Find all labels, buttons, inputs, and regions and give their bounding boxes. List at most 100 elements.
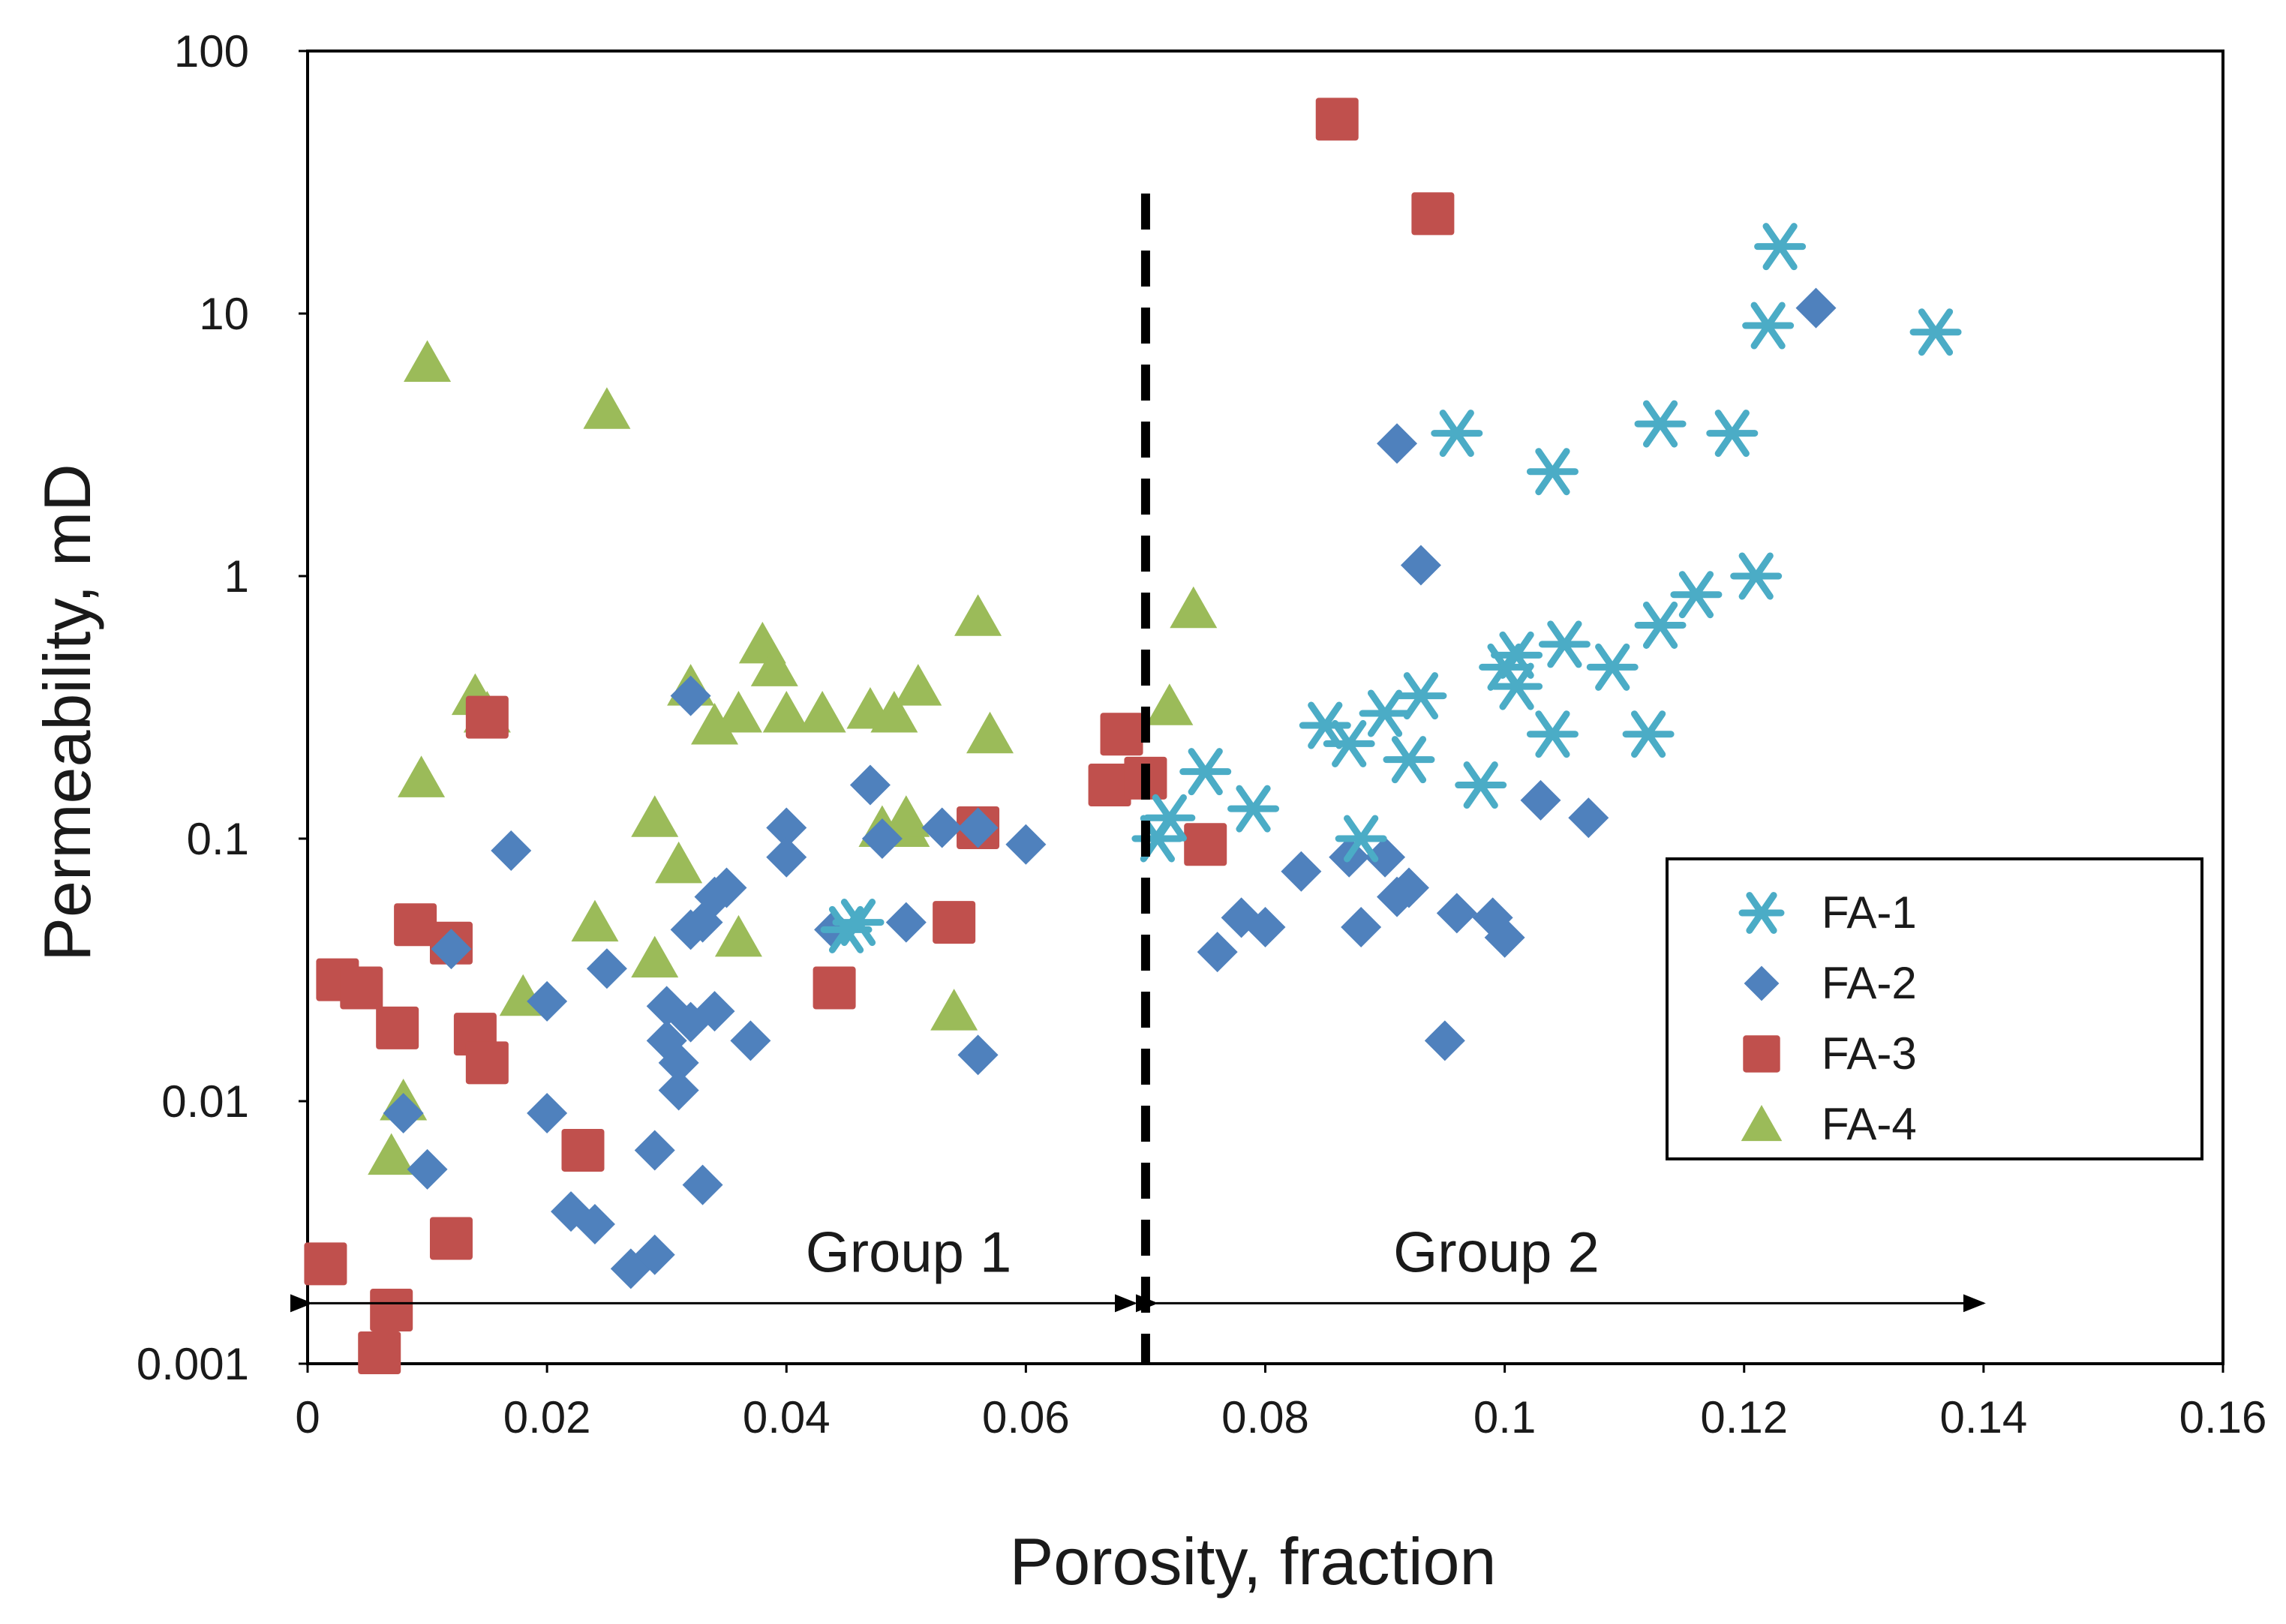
fa-1-point [1227, 785, 1280, 833]
fa-2-point [1795, 287, 1837, 329]
fa-4-point [762, 691, 810, 733]
fa-4-point [583, 387, 631, 429]
fa-2-point [694, 991, 735, 1032]
fa-2-point [1568, 797, 1609, 839]
legend-label-fa-2: FA-2 [1822, 958, 1917, 1008]
fa-3-point [1184, 823, 1227, 866]
fa-2-point [730, 1020, 771, 1061]
y-tick-label: 100 [174, 26, 249, 77]
fa-2-point [658, 1070, 699, 1111]
fa-4-point [404, 340, 452, 382]
fa-1-point [1526, 448, 1579, 496]
fa-1-point [1359, 689, 1411, 737]
fa-4-point [1170, 586, 1218, 629]
y-axis-title: Permeability, mD [30, 464, 104, 961]
fa-3-point [304, 1242, 347, 1286]
fa-2-point [407, 1148, 448, 1190]
fa-2-point [431, 929, 472, 970]
x-tick-label: 0.12 [1700, 1392, 1788, 1442]
fa-2-point [849, 764, 891, 806]
x-tick-label: 0.1 [1473, 1392, 1536, 1442]
x-tick-label: 0.16 [2179, 1392, 2267, 1442]
fa-4-point [691, 703, 739, 745]
fa-2-point [1005, 824, 1047, 865]
fa-3-point [370, 1289, 413, 1332]
fa-1-point [1395, 672, 1447, 720]
fa-3-point [465, 695, 509, 739]
series-fa-3 [304, 98, 1455, 1375]
fa-1-point [1634, 400, 1687, 448]
fa-1-point [1622, 710, 1675, 758]
legend-label-fa-3: FA-3 [1822, 1028, 1917, 1079]
fa-3-point [561, 1128, 605, 1172]
legend-marker-fa-2 [1744, 965, 1780, 1001]
fa-1-point [1538, 620, 1591, 668]
fa-4-point [655, 841, 703, 884]
legend: FA-1 FA-2 FA-3 FA-4 [1666, 857, 2203, 1160]
fa-1-point [1335, 815, 1387, 863]
x-tick-label: 0.02 [503, 1392, 591, 1442]
fa-1-point [1754, 223, 1807, 271]
fa-3-point [813, 966, 856, 1010]
fa-4-point [930, 989, 978, 1031]
fa-3-point [933, 901, 976, 944]
fa-2-point [527, 1093, 568, 1134]
fa-4-point [1146, 683, 1194, 725]
fa-1-point [1730, 552, 1783, 600]
fa-2-point [957, 1034, 999, 1076]
fa-1-point [1706, 410, 1759, 458]
fa-2-point [634, 1130, 675, 1171]
fa-1-point [1383, 736, 1435, 784]
fa-4-point [894, 664, 942, 706]
fa-4-point [631, 935, 679, 978]
y-axis-ticks: 0.001 0.01 0.1 1 10 100 [137, 26, 308, 1389]
fa-3-point [340, 966, 383, 1010]
fa-3-point [1100, 713, 1143, 756]
fa-2-point [885, 902, 927, 943]
x-tick-label: 0.14 [1939, 1392, 2027, 1442]
fa-2-point [527, 980, 568, 1022]
fa-2-point [921, 807, 963, 848]
fa-2-point [1377, 423, 1418, 464]
fa-3-point [394, 903, 437, 947]
data-points [304, 98, 1962, 1375]
fa-2-point [1400, 545, 1441, 586]
fa-1-point [1526, 710, 1579, 758]
fa-4-point [954, 594, 1002, 636]
fa-2-point [682, 1164, 723, 1205]
fa-1-point [1491, 631, 1543, 679]
fa-2-point [1388, 867, 1429, 908]
fa-2-point [861, 818, 903, 859]
fa-1-point [1179, 748, 1232, 796]
legend-box [1666, 857, 2203, 1160]
y-tick-label: 10 [199, 289, 249, 339]
x-tick-label: 0.06 [982, 1392, 1070, 1442]
fa-2-point [1365, 836, 1406, 878]
legend-marker-fa-3 [1743, 1035, 1780, 1073]
x-axis-title: Porosity, fraction [1010, 1524, 1497, 1598]
legend-label-fa-1: FA-1 [1822, 887, 1917, 938]
fa-1-point [1909, 308, 1962, 356]
y-tick-label: 0.1 [187, 814, 249, 864]
fa-2-point [957, 807, 999, 848]
fa-3-point [376, 1006, 419, 1049]
fa-4-point [798, 691, 846, 733]
fa-1-point [1670, 571, 1723, 619]
fa-2-point [1436, 893, 1477, 934]
fa-4-point [714, 914, 762, 957]
fa-2-point [586, 948, 627, 989]
fa-2-point [766, 807, 807, 848]
fa-1-point [832, 899, 885, 947]
fa-4-point [750, 644, 798, 686]
fa-2-point [1281, 851, 1322, 892]
legend-marker-fa-1 [1738, 892, 1785, 934]
fa-2-point [1341, 907, 1382, 948]
fa-4-point [398, 755, 446, 797]
fa-1-point [1634, 601, 1687, 649]
x-tick-label: 0.08 [1221, 1392, 1309, 1442]
fa-2-point [670, 675, 711, 716]
x-tick-label: 0 [295, 1392, 320, 1442]
fa-4-point [966, 711, 1014, 754]
fa-2-point [706, 867, 747, 908]
fa-4-point [631, 795, 679, 837]
